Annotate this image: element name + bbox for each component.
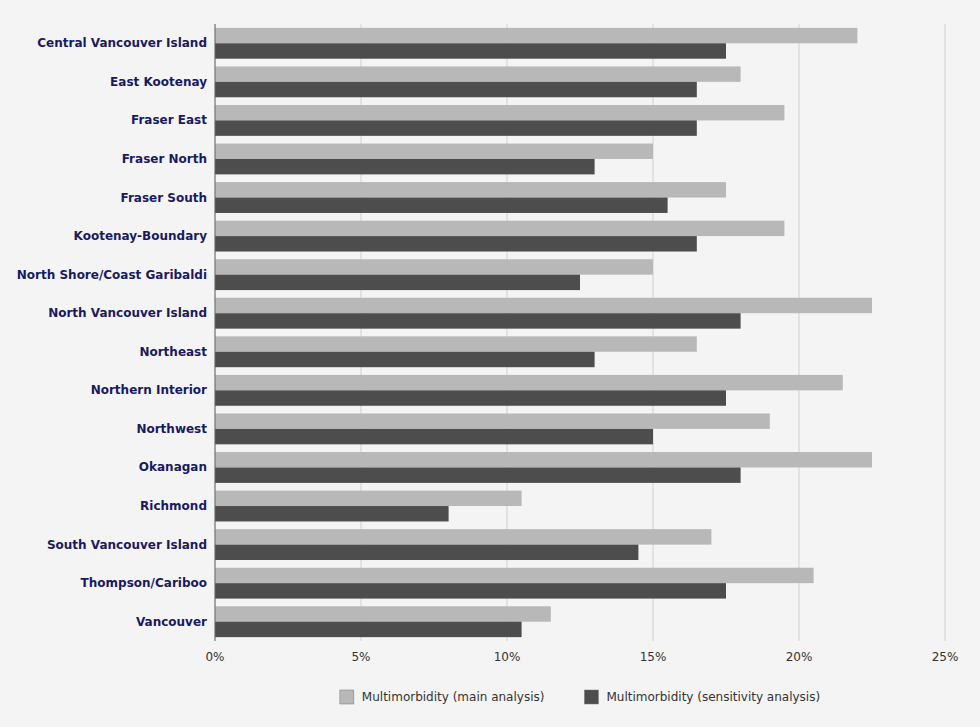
- legend-swatch: [584, 690, 598, 704]
- legend-label: Multimorbidity (main analysis): [362, 690, 545, 704]
- legend-label: Multimorbidity (sensitivity analysis): [606, 690, 820, 704]
- category-label: Fraser South: [120, 191, 207, 205]
- bars: Central Vancouver Island — Multimorbidit…: [215, 28, 872, 637]
- bar: North Shore/Coast Garibaldi — Multimorbi…: [215, 259, 653, 274]
- bar: Fraser South — Multimorbidity (sensitivi…: [215, 198, 668, 213]
- grid-line: [215, 24, 216, 641]
- bar: Thompson/Cariboo — Multimorbidity (main …: [215, 568, 814, 583]
- category-label: Northern Interior: [91, 383, 207, 397]
- bar: Central Vancouver Island — Multimorbidit…: [215, 43, 726, 58]
- bar: Kootenay-Boundary — Multimorbidity (main…: [215, 221, 784, 236]
- x-tick-label: 0%: [205, 650, 224, 664]
- bar: Richmond — Multimorbidity (sensitivity a…: [215, 506, 449, 521]
- bar: Central Vancouver Island — Multimorbidit…: [215, 28, 857, 43]
- x-tick-label: 5%: [351, 650, 370, 664]
- bar: Richmond — Multimorbidity (main analysis…: [215, 491, 522, 506]
- bar: Okanagan — Multimorbidity (sensitivity a…: [215, 467, 741, 482]
- category-label: Northeast: [139, 345, 207, 359]
- background: [0, 0, 980, 727]
- category-label: Northwest: [136, 422, 207, 436]
- bar: Fraser North — Multimorbidity (sensitivi…: [215, 159, 595, 174]
- x-tick-label: 10%: [494, 650, 521, 664]
- bar: Fraser East — Multimorbidity (sensitivit…: [215, 120, 697, 135]
- category-label: Thompson/Cariboo: [81, 576, 207, 590]
- category-label: Central Vancouver Island: [37, 36, 207, 50]
- category-label: South Vancouver Island: [47, 538, 207, 552]
- bar: Northeast — Multimorbidity (sensitivity …: [215, 352, 595, 367]
- bar: Okanagan — Multimorbidity (main analysis…: [215, 452, 872, 467]
- legend-item: Multimorbidity (sensitivity analysis): [584, 690, 820, 704]
- category-label: Kootenay-Boundary: [74, 229, 208, 243]
- bar: North Vancouver Island — Multimorbidity …: [215, 313, 741, 328]
- x-tick-label: 15%: [640, 650, 667, 664]
- grid: [215, 24, 945, 641]
- grid-line: [799, 24, 800, 641]
- x-tick-label: 20%: [786, 650, 813, 664]
- bar: Northeast — Multimorbidity (main analysi…: [215, 336, 697, 351]
- bar: East Kootenay — Multimorbidity (main ana…: [215, 66, 741, 81]
- bar: Fraser South — Multimorbidity (main anal…: [215, 182, 726, 197]
- bar: Thompson/Cariboo — Multimorbidity (sensi…: [215, 583, 726, 598]
- bar: Fraser North — Multimorbidity (main anal…: [215, 144, 653, 159]
- bar: North Vancouver Island — Multimorbidity …: [215, 298, 872, 313]
- bar: East Kootenay — Multimorbidity (sensitiv…: [215, 82, 697, 97]
- category-label: Okanagan: [139, 460, 207, 474]
- axis-line: [215, 24, 216, 641]
- chart-container: Central Vancouver Island — Multimorbidit…: [0, 0, 980, 727]
- bar: Vancouver — Multimorbidity (main analysi…: [215, 606, 551, 621]
- category-label: North Vancouver Island: [48, 306, 207, 320]
- category-label: Fraser East: [131, 113, 207, 127]
- bar: Northwest — Multimorbidity (main analysi…: [215, 413, 770, 428]
- bar: Northern Interior — Multimorbidity (sens…: [215, 390, 726, 405]
- bar: North Shore/Coast Garibaldi — Multimorbi…: [215, 275, 580, 290]
- bar: Fraser East — Multimorbidity (main analy…: [215, 105, 784, 120]
- category-label: East Kootenay: [110, 75, 207, 89]
- legend-swatch: [340, 690, 354, 704]
- category-label: Richmond: [140, 499, 207, 513]
- grid-line: [945, 24, 946, 641]
- bar: Northwest — Multimorbidity (sensitivity …: [215, 429, 653, 444]
- legend: Multimorbidity (main analysis) Multimorbi…: [340, 690, 820, 704]
- x-axis: 0% 5% 10% 15% 20% 25%: [205, 650, 958, 664]
- bar: Northern Interior — Multimorbidity (main…: [215, 375, 843, 390]
- bar: Kootenay-Boundary — Multimorbidity (sens…: [215, 236, 697, 251]
- bar: South Vancouver Island — Multimorbidity …: [215, 529, 711, 544]
- x-tick-label: 25%: [932, 650, 959, 664]
- category-label: Fraser North: [122, 152, 207, 166]
- category-label: Vancouver: [136, 615, 207, 629]
- legend-item: Multimorbidity (main analysis): [340, 690, 545, 704]
- chart-svg: Central Vancouver Island — Multimorbidit…: [0, 0, 980, 727]
- category-label: North Shore/Coast Garibaldi: [17, 268, 207, 282]
- bar: South Vancouver Island — Multimorbidity …: [215, 545, 638, 560]
- y-axis: Central Vancouver Island East Kootenay Fra…: [17, 36, 207, 628]
- bar: Vancouver — Multimorbidity (sensitivity …: [215, 622, 522, 637]
